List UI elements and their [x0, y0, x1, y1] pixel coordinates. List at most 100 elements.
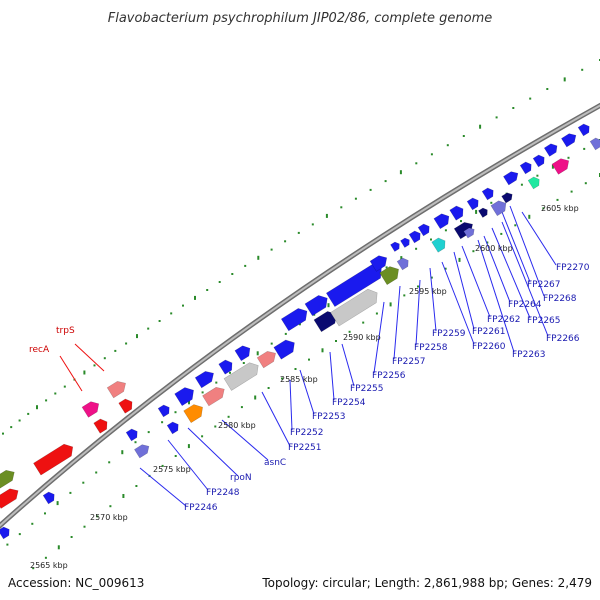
tick-mark — [415, 247, 418, 250]
leader-line — [289, 379, 293, 431]
tick-mark — [56, 501, 59, 506]
gene-arrow — [589, 137, 600, 151]
gene-label: FP2262 — [487, 315, 521, 325]
tick-mark — [63, 385, 66, 388]
tick-mark — [369, 188, 372, 191]
tick-mark — [475, 209, 478, 214]
tick-mark — [567, 156, 570, 159]
gene-arrow — [519, 161, 532, 175]
tick-mark — [556, 198, 559, 201]
tick-mark — [188, 400, 190, 405]
tick-mark — [242, 362, 245, 364]
tick-mark — [375, 312, 378, 315]
position-label: 2580 kbp — [218, 421, 256, 430]
tick-mark — [174, 455, 177, 457]
tick-mark — [297, 231, 300, 234]
gene-label: FP2268 — [543, 294, 577, 304]
gene-label: FP2251 — [288, 443, 322, 453]
position-label: 2565 kbp — [30, 561, 68, 570]
tick-mark — [83, 525, 86, 528]
gene-arrow — [400, 237, 410, 248]
tick-mark — [430, 276, 433, 279]
leader-line — [521, 211, 557, 266]
gene-label: trpS — [56, 326, 75, 336]
tick-mark — [298, 323, 301, 326]
leader-line — [74, 343, 105, 372]
tick-mark — [187, 444, 190, 449]
tick-mark — [170, 312, 173, 315]
tick-mark — [514, 224, 517, 227]
tick-mark — [103, 357, 106, 360]
tick-mark — [335, 340, 337, 342]
tick-mark — [584, 182, 587, 185]
gene-arrow — [106, 381, 126, 399]
tick-mark — [240, 406, 243, 409]
tick-mark — [384, 180, 387, 183]
leader-line — [221, 419, 269, 461]
tick-mark — [542, 207, 545, 210]
map-title: Flavobacterium psychrophilum JIP02/86, c… — [108, 11, 493, 26]
tick-mark — [10, 426, 13, 429]
tick-mark — [136, 334, 138, 339]
gene-arrow — [223, 362, 259, 391]
tick-mark — [495, 116, 498, 119]
gene-label: FP2257 — [392, 357, 426, 367]
tick-mark — [2, 432, 4, 435]
tick-mark — [36, 405, 38, 410]
gene-arrow — [194, 371, 214, 389]
tick-mark — [44, 556, 47, 559]
tick-mark — [27, 412, 30, 415]
tick-mark — [529, 97, 532, 100]
tick-mark — [570, 190, 573, 193]
tick-mark — [536, 174, 539, 177]
gene-arrow — [42, 491, 55, 505]
gene-label: FP2261 — [472, 327, 506, 337]
leader-line — [429, 267, 437, 332]
leader-line — [187, 427, 239, 477]
tick-mark — [284, 332, 287, 335]
position-label: 2590 kbp — [343, 333, 381, 342]
gene-label: FP2266 — [546, 334, 580, 344]
gene-label: FP2270 — [556, 263, 590, 273]
tick-mark — [348, 330, 351, 333]
gene-arrow — [157, 404, 170, 418]
tick-mark — [229, 371, 231, 374]
tick-mark — [96, 515, 99, 518]
tick-mark — [446, 144, 449, 147]
tick-mark — [95, 471, 98, 474]
tick-mark — [486, 241, 489, 244]
gene-arrow — [453, 222, 473, 240]
gene-arrow — [527, 176, 540, 190]
tick-mark — [444, 229, 447, 232]
leader-line — [329, 351, 335, 401]
tick-mark — [57, 545, 60, 550]
gene-arrow — [408, 230, 421, 244]
gene-arrow — [543, 143, 558, 157]
tick-mark — [444, 267, 447, 270]
gene-arrow — [166, 421, 179, 435]
tick-mark — [512, 107, 515, 109]
leader-line — [167, 439, 209, 491]
tick-mark — [321, 348, 324, 353]
tick-mark — [6, 543, 9, 546]
gene-arrow — [503, 171, 519, 186]
gene-label: FP2248 — [206, 488, 240, 498]
gene-arrow — [390, 241, 400, 252]
gene-arrow — [431, 237, 446, 253]
tick-mark — [135, 485, 138, 487]
tick-mark — [174, 411, 177, 414]
gene-arrow — [532, 154, 545, 168]
tick-mark — [201, 391, 204, 394]
gene-arrow — [234, 345, 251, 362]
tick-mark — [194, 295, 196, 300]
tick-mark — [294, 368, 297, 370]
gene-label: FP2254 — [332, 398, 366, 408]
tick-mark — [32, 567, 35, 570]
position-label: 2570 kbp — [90, 513, 128, 522]
leader-line — [501, 211, 531, 283]
tick-mark — [284, 240, 287, 243]
backbone-arc-inner — [0, 104, 600, 527]
position-labels: 2565 kbp 2570 kbp 2575 kbp 2580 kbp 2585 kbp… — [30, 204, 579, 570]
gene-arrow — [134, 444, 150, 459]
tick-mark — [399, 170, 402, 175]
